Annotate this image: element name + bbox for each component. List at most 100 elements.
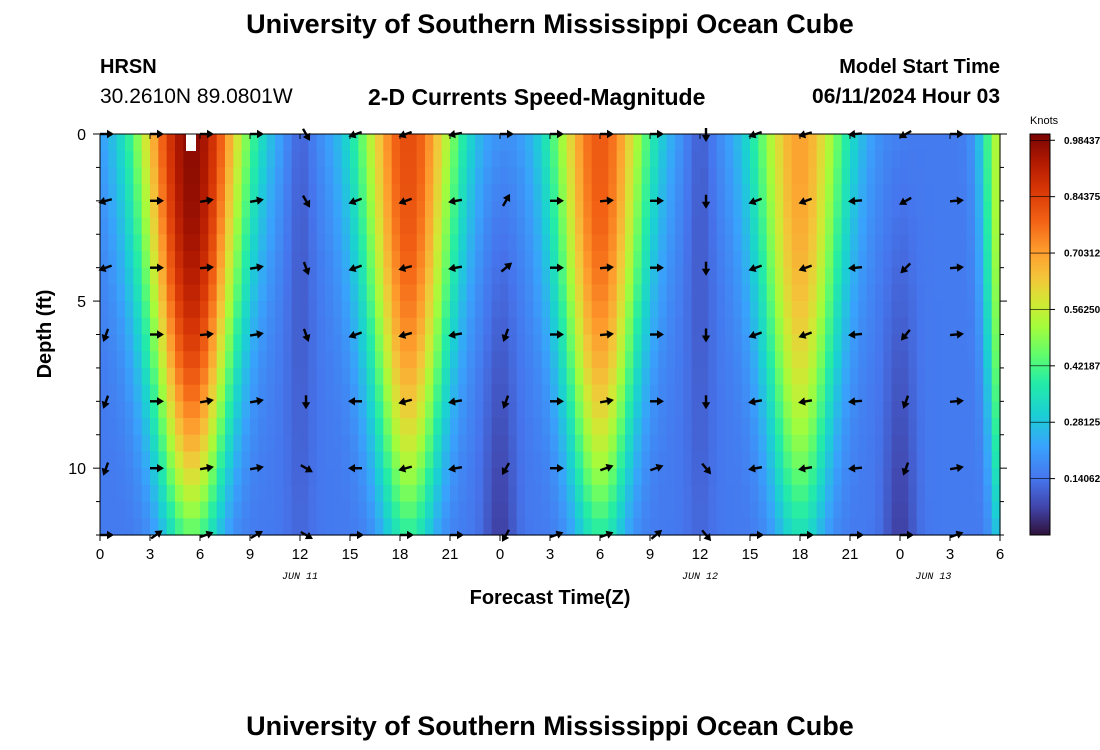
heatmap-cell xyxy=(141,167,151,185)
heatmap-cell xyxy=(100,367,109,386)
current-arrow xyxy=(501,395,510,409)
heatmap-cell xyxy=(400,434,409,453)
heatmap-cell xyxy=(816,434,826,453)
heatmap-cell xyxy=(750,434,759,453)
heatmap-cell xyxy=(375,334,384,352)
heatmap-cell xyxy=(375,284,384,302)
heatmap-cell xyxy=(116,234,126,252)
heatmap-cell xyxy=(316,468,326,486)
heatmap-cell xyxy=(566,284,576,302)
heatmap-cell xyxy=(383,401,393,419)
heatmap-cell xyxy=(391,234,401,252)
heatmap-cell xyxy=(650,468,659,486)
heatmap-cell xyxy=(975,501,984,519)
heatmap-cell xyxy=(725,518,734,536)
heatmap-cell xyxy=(858,501,868,519)
heatmap-cell xyxy=(275,317,284,336)
heatmap-cell xyxy=(700,150,709,169)
heatmap-cell xyxy=(625,167,634,185)
heatmap-cell xyxy=(266,317,276,336)
heatmap-cell xyxy=(175,134,184,152)
heatmap-cell xyxy=(858,384,868,402)
current-arrow xyxy=(150,196,164,205)
heatmap-cell xyxy=(600,234,609,252)
heatmap-cell xyxy=(358,284,368,302)
heatmap-cell xyxy=(616,468,626,486)
heatmap-cell xyxy=(600,451,609,469)
heatmap-cell xyxy=(641,150,651,169)
heatmap-cell xyxy=(400,451,409,469)
heatmap-cell xyxy=(650,401,659,419)
heatmap-cell xyxy=(291,167,301,185)
heatmap-cell xyxy=(475,384,484,402)
heatmap-cell xyxy=(508,150,518,169)
heatmap-cell xyxy=(150,434,159,453)
heatmap-cell xyxy=(300,367,309,386)
heatmap-cell xyxy=(175,451,184,469)
heatmap-cell xyxy=(791,167,801,185)
heatmap-cell xyxy=(675,434,684,453)
heatmap-cell xyxy=(725,384,734,402)
heatmap-cell xyxy=(225,134,234,152)
current-arrow xyxy=(300,464,313,473)
heatmap-cell xyxy=(858,284,868,302)
heatmap-cell xyxy=(541,451,551,469)
heatmap-cell xyxy=(375,351,384,369)
heatmap-cell xyxy=(308,334,318,352)
heatmap-cell xyxy=(758,518,768,536)
heatmap-cell xyxy=(408,418,418,436)
heatmap-cell xyxy=(950,217,959,235)
heatmap-cell xyxy=(775,451,784,469)
heatmap-cell xyxy=(650,484,659,503)
heatmap-cell xyxy=(425,200,434,219)
heatmap-cell xyxy=(741,317,751,336)
heatmap-cell xyxy=(150,334,159,352)
heatmap-cell xyxy=(658,234,668,252)
heatmap-cell xyxy=(450,334,459,352)
heatmap-cell xyxy=(408,150,418,169)
heatmap-cell xyxy=(216,367,226,386)
heatmap-cell xyxy=(450,317,459,336)
heatmap-cell xyxy=(275,134,284,152)
heatmap-cell xyxy=(100,284,109,302)
heatmap-cell xyxy=(416,434,426,453)
heatmap-cell xyxy=(558,418,568,436)
heatmap-cell xyxy=(850,501,859,519)
heatmap-cell xyxy=(508,284,518,302)
heatmap-cell xyxy=(316,484,326,503)
heatmap-cell xyxy=(275,200,284,219)
heatmap-cell xyxy=(600,184,609,202)
heatmap-cell xyxy=(483,518,493,536)
heatmap-cell xyxy=(675,384,684,402)
heatmap-cell xyxy=(675,267,684,285)
heatmap-cell xyxy=(183,284,193,302)
heatmap-cell xyxy=(491,468,501,486)
heatmap-cell xyxy=(616,184,626,202)
heatmap-cell xyxy=(108,518,118,536)
heatmap-cell xyxy=(300,501,309,519)
heatmap-cell xyxy=(141,434,151,453)
heatmap-cell xyxy=(458,167,468,185)
model-start-label: Model Start Time xyxy=(839,56,1000,78)
heatmap-cell xyxy=(950,384,959,402)
heatmap-cell xyxy=(716,150,726,169)
heatmap-cell xyxy=(975,468,984,486)
colorbar-tick-label: 0.14062 xyxy=(1064,474,1100,485)
heatmap-cell xyxy=(708,501,718,519)
heatmap-cell xyxy=(808,401,818,419)
heatmap-cell xyxy=(775,150,784,169)
heatmap-cell xyxy=(325,217,334,235)
heatmap-cell xyxy=(858,451,868,469)
heatmap-cell xyxy=(775,301,784,319)
heatmap-cell xyxy=(333,184,343,202)
heatmap-cell xyxy=(783,468,793,486)
heatmap-cell xyxy=(758,184,768,202)
heatmap-cell xyxy=(458,451,468,469)
heatmap-cell xyxy=(733,351,743,369)
heatmap-cell xyxy=(333,468,343,486)
heatmap-cell xyxy=(866,334,876,352)
heatmap-cell xyxy=(983,401,993,419)
heatmap-cell xyxy=(300,384,309,402)
heatmap-cell xyxy=(950,334,959,352)
heatmap-cell xyxy=(400,468,409,486)
